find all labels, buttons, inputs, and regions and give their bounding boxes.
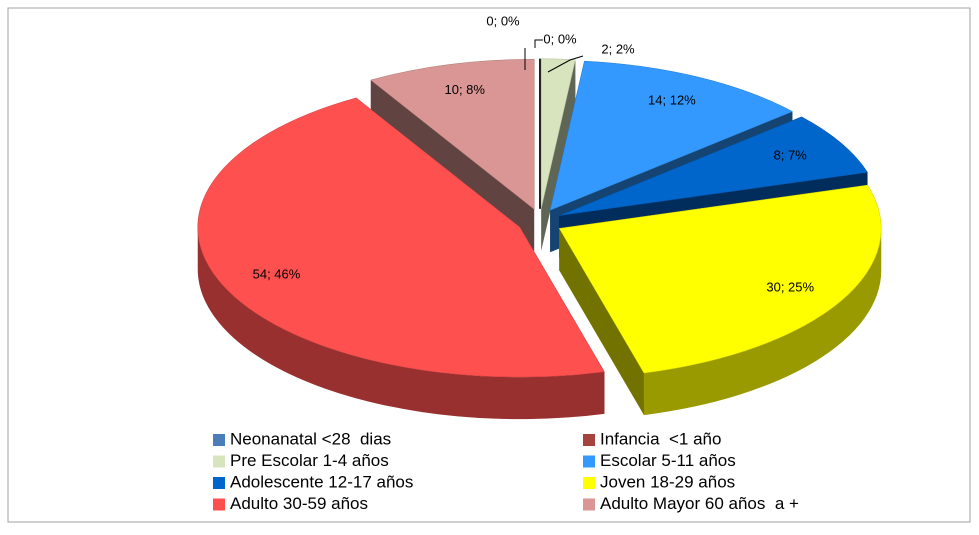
- legend-swatch: [583, 498, 595, 511]
- pie-slice: [549, 60, 794, 211]
- pie-slice: [559, 116, 868, 216]
- legend-swatch: [213, 434, 225, 446]
- legend-label: Adulto Mayor 60 años a +: [600, 494, 799, 513]
- legend-label: Neonanatal <28 dias: [230, 429, 391, 448]
- legend-label: Escolar 5-11 años: [600, 451, 736, 470]
- legend-label: Joven 18-29 años: [600, 472, 735, 491]
- leader-line: [524, 39, 584, 73]
- legend-swatch: [213, 455, 225, 468]
- legend-label: Infancia <1 año: [600, 429, 721, 448]
- legend-swatch: [213, 498, 225, 511]
- slice-wall: [197, 227, 605, 420]
- legend-swatch: [583, 434, 595, 446]
- legend-label: Adolescente 12-17 años: [230, 472, 413, 491]
- data-label: 10; 8%: [444, 82, 485, 97]
- data-label: 8; 7%: [774, 147, 808, 162]
- legend-swatch: [213, 477, 225, 489]
- data-label: 0; 0%: [486, 13, 520, 28]
- data-label: 2; 2%: [601, 41, 635, 56]
- legend-swatch: [583, 455, 595, 468]
- pie-slice: [540, 58, 576, 209]
- slice-wall: [643, 228, 882, 416]
- data-label: 14; 12%: [648, 93, 696, 108]
- slice-side: [541, 59, 576, 251]
- legend-label: Adulto 30-59 años: [230, 494, 368, 513]
- legend-swatch: [583, 477, 595, 489]
- pie-slice: [197, 97, 605, 378]
- data-label: 30; 25%: [766, 279, 814, 294]
- data-label: 54; 46%: [253, 266, 301, 281]
- pie-slice: [558, 184, 882, 374]
- slice-side: [559, 228, 644, 416]
- legend-label: Pre Escolar 1-4 años: [230, 451, 389, 470]
- data-label: 0; 0%: [543, 31, 577, 46]
